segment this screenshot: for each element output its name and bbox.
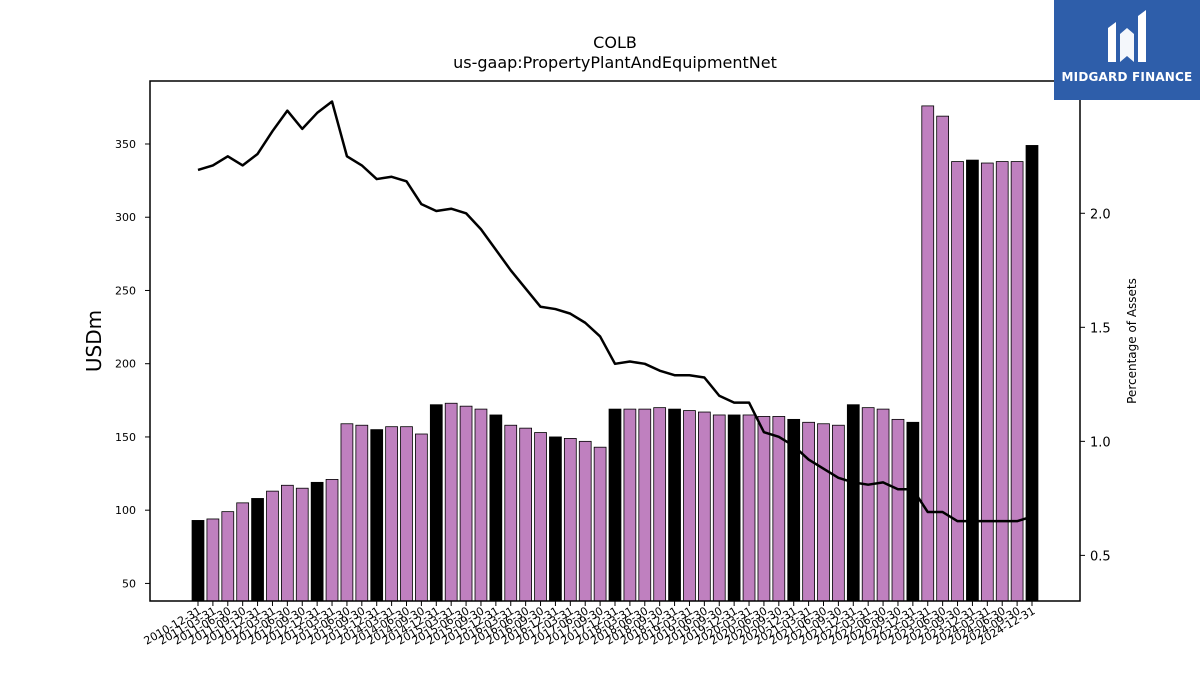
chart-titles: COLB us-gaap:PropertyPlantAndEquipmentNe… [453,33,777,72]
y-tick-label: 50 [122,577,136,590]
bar [504,424,518,602]
bar [891,418,905,602]
midgard-finance-logo: MIDGARD FINANCE [1054,0,1200,100]
bar [415,433,428,602]
bar [355,424,369,602]
y-tick-label: 100 [115,504,136,517]
bar [191,520,205,602]
bars [191,105,1039,602]
y2-axis-ticks: 0.5 1.0 1.5 2.0 [1080,207,1111,564]
bar [727,414,741,602]
bar [742,414,756,602]
bar [340,423,354,602]
bar [698,411,711,602]
bar [1025,145,1039,602]
bar [385,426,398,602]
y-tick-label: 150 [115,431,136,444]
y-tick-label: 250 [115,284,136,297]
chart-title: COLB [593,33,637,52]
bar [429,404,443,602]
logo-text: MIDGARD FINANCE [1061,70,1193,84]
bar [876,408,890,602]
bar [251,498,264,602]
chart-subtitle: us-gaap:PropertyPlantAndEquipmentNet [453,53,777,72]
bar [608,408,622,602]
bar [459,405,473,602]
bar [668,408,681,602]
bar [206,518,220,602]
y-tick-label: 200 [115,358,136,371]
y2-tick-label: 0.5 [1090,549,1111,564]
bar [370,429,384,602]
y2-tick-label: 1.0 [1090,435,1111,450]
bar [712,414,726,602]
bar [325,479,339,602]
percentage-line-group [197,100,1033,523]
bar [549,436,562,602]
bar [623,408,637,602]
bar [638,408,652,602]
bar [802,421,815,602]
bar [772,416,786,602]
y-tick-label: 350 [115,138,136,151]
bar [578,440,592,602]
bar [593,446,607,602]
bar [951,161,964,602]
y-axis-ticks: 50 100 150 200 250 300 350 [115,138,150,590]
bar [846,404,860,602]
bar [757,416,771,602]
percentage-line [197,100,1033,523]
bar [519,427,533,602]
bar [980,162,994,602]
bar [236,502,250,602]
bar [221,511,235,602]
y-tick-label: 300 [115,211,136,224]
bar [1010,161,1024,602]
bar [489,414,503,602]
bar [861,407,875,602]
bar [444,402,458,602]
bar [474,408,488,602]
bar [906,421,920,602]
bar [266,490,279,602]
bar [400,426,413,602]
bar [653,407,667,602]
bar [280,484,294,602]
bar [995,161,1009,602]
y2-axis-label: Percentage of Assets [1125,278,1139,404]
y2-tick-label: 2.0 [1090,207,1111,222]
x-axis-ticks: 2010-12-312011-03-312011-06-302011-09-30… [142,601,1038,648]
y2-tick-label: 1.5 [1090,321,1111,336]
bar [310,481,324,602]
logo-mark-icon [1108,10,1146,62]
bar [683,410,696,602]
bar [817,423,830,602]
bar [295,487,309,602]
y-axis-label: USDm [82,310,106,372]
bar [563,438,577,602]
bar [966,159,979,602]
bar [936,115,950,602]
bar [832,424,845,602]
bar [921,105,935,602]
bar [534,432,547,602]
